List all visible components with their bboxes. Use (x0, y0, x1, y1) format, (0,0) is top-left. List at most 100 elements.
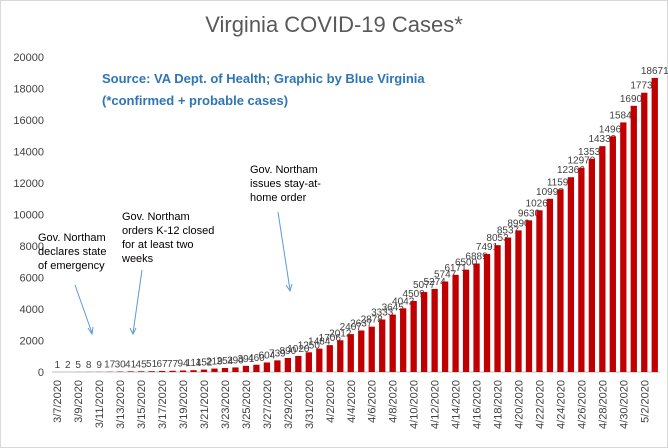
value-label: 114 (186, 358, 202, 369)
annotation: home order (250, 192, 307, 204)
value-label: 30 (115, 360, 127, 371)
bar (127, 371, 134, 372)
bar (588, 158, 596, 372)
bar (536, 210, 543, 372)
value-label: 14961 (599, 124, 627, 135)
value-label: 1250 (298, 340, 321, 351)
value-label: 12366 (557, 165, 585, 176)
value-label: 13535 (578, 147, 606, 158)
bar (567, 177, 575, 372)
value-label: 3333 (371, 308, 394, 319)
bar (400, 308, 407, 372)
y-tick-label: 0 (38, 367, 44, 379)
x-tick-label: 4/22/2020 (534, 380, 546, 429)
value-label: 67 (157, 359, 169, 370)
value-label: 290 (227, 355, 244, 366)
value-label: 51 (146, 359, 158, 370)
value-label: 5 (75, 360, 81, 371)
bar (452, 274, 459, 372)
bar (609, 136, 616, 372)
value-label: 739 (269, 348, 286, 359)
y-tick-label: 10000 (13, 210, 44, 222)
value-label: 10998 (536, 187, 564, 198)
y-tick-label: 16000 (13, 115, 44, 127)
bar (504, 237, 512, 372)
value-label: 3645 (382, 303, 405, 314)
value-label: 2878 (361, 315, 384, 326)
bar (410, 300, 417, 372)
value-label: 152 (196, 358, 213, 369)
bar (358, 330, 365, 372)
annotation: of emergency (38, 260, 105, 272)
value-label: 11594 (547, 177, 575, 188)
x-tick-label: 3/17/2020 (157, 380, 169, 429)
value-label: 460 (248, 353, 265, 364)
bar (316, 348, 323, 372)
value-label: 1 (54, 360, 60, 371)
bar (431, 288, 438, 372)
x-tick-label: 5/2/2020 (639, 380, 651, 423)
bar (200, 369, 208, 372)
bar (190, 370, 197, 372)
bar (641, 92, 648, 372)
x-tick-label: 4/10/2020 (409, 380, 421, 429)
x-tick-label: 4/6/2020 (367, 380, 379, 423)
subtitle: Source: VA Dept. of Health; Graphic by B… (102, 71, 425, 86)
x-tick-label: 4/2/2020 (325, 380, 337, 423)
value-label: 17731 (630, 81, 658, 92)
bar (557, 189, 564, 372)
bar (137, 371, 145, 372)
value-label: 15846 (609, 110, 637, 121)
x-tick-label: 3/19/2020 (178, 380, 190, 429)
value-label: 2407 (340, 322, 363, 333)
bar (578, 167, 585, 372)
y-tick-label: 2000 (20, 336, 44, 348)
x-tick-label: 3/25/2020 (241, 380, 253, 429)
x-tick-label: 4/4/2020 (346, 380, 358, 423)
value-label: 41 (125, 359, 137, 370)
value-label: 2637 (350, 318, 373, 329)
annotation: declares state (38, 246, 106, 258)
bar (483, 254, 491, 372)
y-tick-label: 14000 (13, 147, 44, 159)
y-tick-label: 12000 (13, 178, 44, 190)
bar (546, 198, 554, 372)
value-label: 1484 (308, 337, 331, 348)
x-tick-label: 4/18/2020 (493, 380, 505, 429)
x-tick-label: 3/29/2020 (283, 380, 295, 429)
value-label: 2 (65, 360, 71, 371)
bar (148, 371, 155, 372)
value-label: 254 (217, 356, 234, 367)
annotation: weeks (121, 253, 154, 265)
value-label: 5747 (434, 269, 457, 280)
value-label: 391 (238, 354, 255, 365)
y-tick-label: 6000 (20, 273, 44, 285)
value-label: 16901 (620, 94, 648, 105)
bar (305, 352, 312, 372)
x-tick-label: 3/23/2020 (220, 380, 232, 429)
x-tick-label: 4/30/2020 (618, 380, 630, 429)
value-label: 5077 (413, 280, 436, 291)
x-tick-label: 3/13/2020 (115, 380, 127, 429)
annotation: Gov. Northam (250, 164, 318, 176)
bar (158, 370, 166, 372)
value-label: 2012 (329, 328, 352, 339)
bar (263, 362, 271, 372)
x-tick-label: 3/21/2020 (199, 380, 211, 429)
value-label: 1020 (287, 344, 310, 355)
bar (389, 314, 396, 372)
bar (347, 334, 354, 372)
value-label: 8 (86, 360, 92, 371)
value-label: 890 (280, 346, 297, 357)
x-tick-label: 3/31/2020 (304, 380, 316, 429)
value-label: 14339 (588, 134, 616, 145)
x-tick-label: 4/26/2020 (576, 380, 588, 429)
x-tick-label: 4/28/2020 (597, 380, 609, 429)
bar (211, 368, 218, 372)
bar (253, 364, 260, 372)
value-label: 77 (167, 359, 179, 370)
annotation: issues stay-at- (250, 178, 321, 190)
bar (599, 146, 606, 372)
